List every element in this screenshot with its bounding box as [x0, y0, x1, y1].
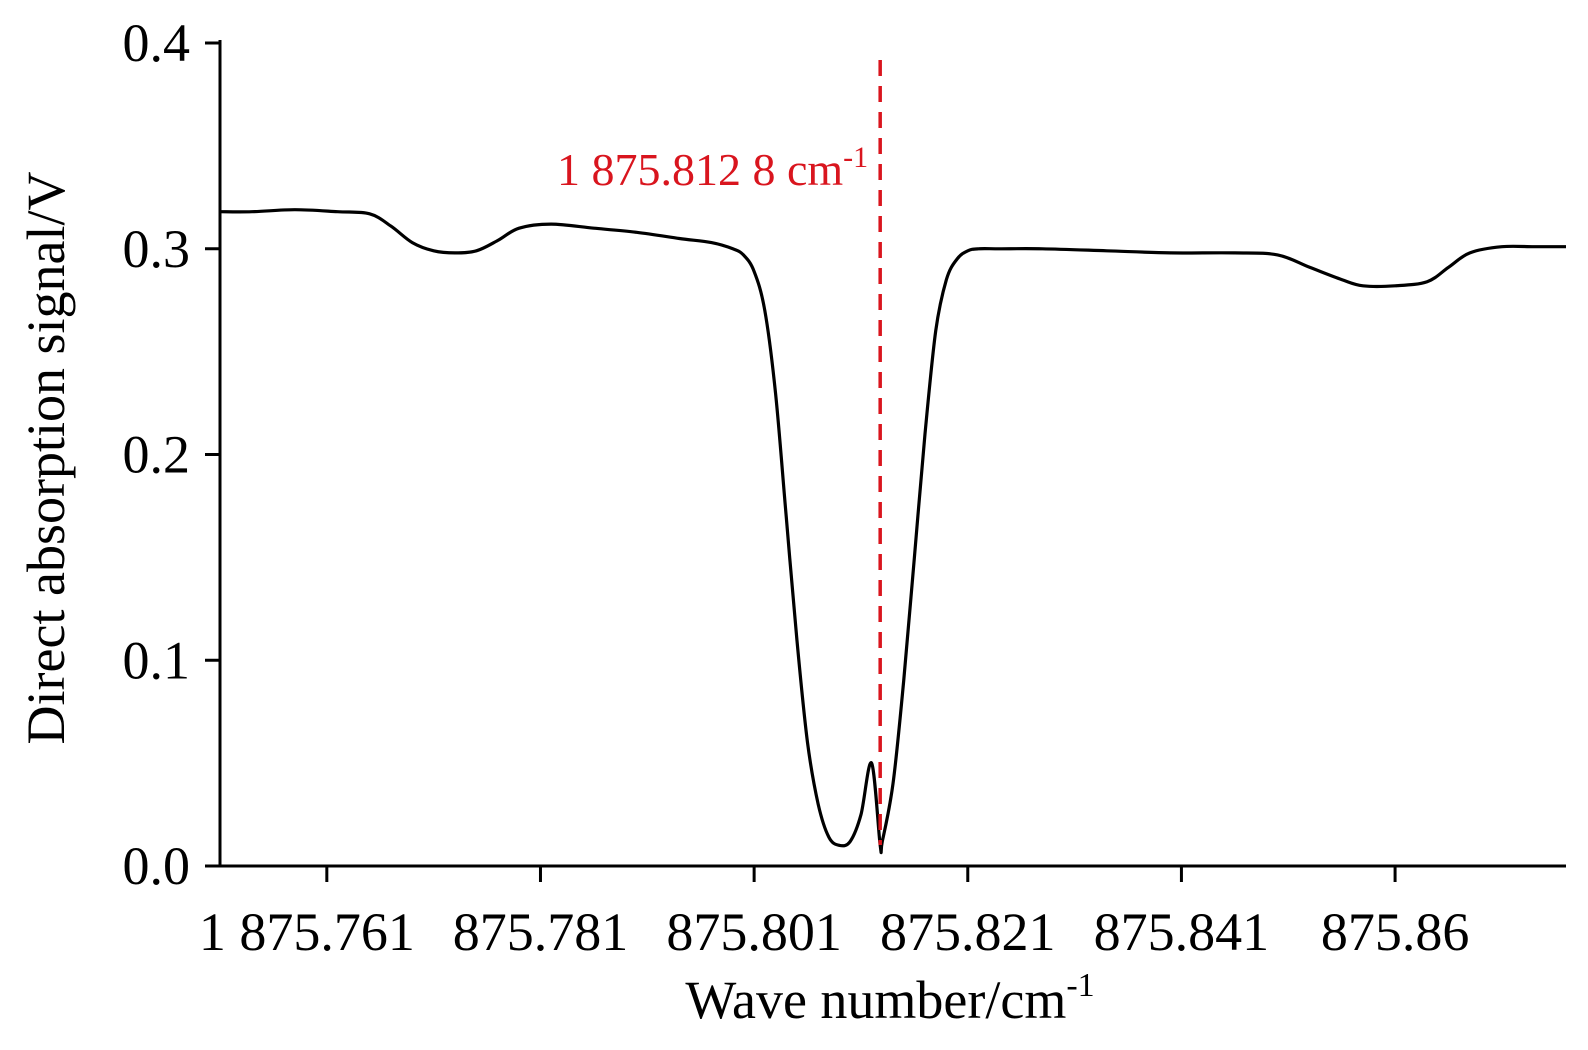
x-tick-label: 1 875.761	[199, 902, 415, 962]
y-tick-label: 0.0	[123, 836, 191, 896]
y-tick-label: 0.1	[123, 630, 191, 690]
series-line	[219, 208, 1566, 855]
x-axis-title-superscript: -1	[1066, 967, 1094, 1004]
y-axis-title: Direct absorption signal/V	[16, 172, 76, 745]
y-ticks: 0.0 0.1 0.2 0.3 0.4	[123, 13, 220, 896]
x-tick-label: 875.86	[1321, 902, 1470, 962]
y-tick-label: 0.4	[123, 13, 191, 73]
y-tick-label: 0.2	[123, 425, 191, 485]
x-tick-label: 875.841	[1094, 902, 1270, 962]
peak-marker-label: 1 875.812 8 cm-1	[557, 141, 868, 195]
annotation-layer: 1 875.812 8 cm-1	[557, 60, 882, 845]
x-axis-title: Wave number/cm-1	[685, 967, 1094, 1030]
x-tick-label: 875.781	[453, 902, 629, 962]
axes	[205, 40, 1566, 868]
x-tick-label: 875.821	[880, 902, 1056, 962]
x-tick-label: 875.801	[666, 902, 842, 962]
y-tick-label: 0.3	[123, 219, 191, 279]
plot-area	[219, 208, 1566, 855]
peak-marker-label-text: 1 875.812 8 cm	[557, 144, 843, 195]
peak-marker-label-superscript: -1	[843, 141, 868, 174]
x-ticks: 1 875.761 875.781 875.801 875.821 875.841 875…	[199, 866, 1470, 962]
x-axis-title-text: Wave number/cm	[685, 970, 1066, 1030]
